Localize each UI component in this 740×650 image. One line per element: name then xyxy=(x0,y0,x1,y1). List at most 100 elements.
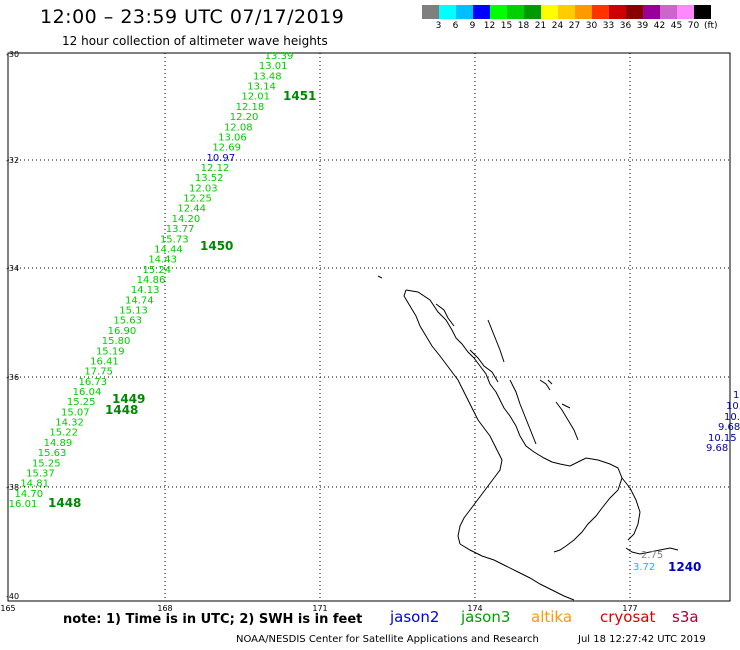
swh-value: 13.39 xyxy=(265,51,294,62)
graticule xyxy=(8,53,730,601)
color-scale-label: 30 xyxy=(585,21,598,31)
swh-value: 14.86 xyxy=(137,275,166,286)
coastline xyxy=(377,275,679,601)
color-swatch xyxy=(677,5,694,19)
pass-label: 1448 xyxy=(48,496,81,510)
color-swatch xyxy=(473,5,490,19)
color-swatch xyxy=(507,5,524,19)
swh-value: 12.25 xyxy=(183,194,212,205)
swh-value: 15.13 xyxy=(119,306,148,317)
swh-value: 14.20 xyxy=(172,214,201,225)
color-scale-label: 27 xyxy=(568,21,581,31)
swh-value-right: 9.68 xyxy=(718,422,740,433)
swh-value: 12.69 xyxy=(212,143,241,154)
swh-value-right: 10 xyxy=(733,390,740,401)
color-scale-label: 3 xyxy=(435,21,442,31)
swh-value-bottom: 3.72 xyxy=(633,562,655,573)
lon-label: 168 xyxy=(157,604,172,613)
lat-label: -34 xyxy=(6,264,19,273)
color-scale-label: 18 xyxy=(517,21,530,31)
swh-value: 15.24 xyxy=(142,265,171,276)
swh-value: 12.18 xyxy=(236,102,265,113)
footer-timestamp: Jul 18 12:27:42 UTC 2019 xyxy=(578,634,706,645)
color-swatch xyxy=(575,5,592,19)
swh-value-bottom: 2.75 xyxy=(641,550,663,561)
page-subtitle: 12 hour collection of altimeter wave hei… xyxy=(62,34,328,48)
sat-jason3: jason3 xyxy=(461,608,511,626)
color-swatch xyxy=(524,5,541,19)
swh-value: 15.22 xyxy=(49,428,78,439)
swh-value: 14.13 xyxy=(131,285,160,296)
color-swatch xyxy=(456,5,473,19)
swh-value: 13.14 xyxy=(247,82,276,93)
axis-labels: 165 168 171 174 177 -30 -32 -34 -36 -38 -40 xyxy=(0,50,637,613)
swh-value: 17.75 xyxy=(84,367,113,378)
lat-label: -40 xyxy=(6,592,19,601)
lat-label: -32 xyxy=(6,156,19,165)
swh-value: 10.97 xyxy=(206,153,235,164)
lat-label: -36 xyxy=(6,373,19,382)
color-scale-label: 12 xyxy=(483,21,496,31)
swh-value: 15.73 xyxy=(160,234,189,245)
swh-value: 16.73 xyxy=(78,377,107,388)
color-scale-label: 24 xyxy=(551,21,564,31)
swh-value: 12.03 xyxy=(189,183,218,194)
swh-value: 14.44 xyxy=(154,244,183,255)
color-swatch xyxy=(490,5,507,19)
pass-label: 1450 xyxy=(200,239,233,253)
swh-value: 12.20 xyxy=(230,112,259,123)
color-scale xyxy=(422,5,711,19)
color-swatch xyxy=(694,5,711,19)
lon-label: 171 xyxy=(312,604,327,613)
swh-value: 16.41 xyxy=(90,356,119,367)
swh-value: 13.77 xyxy=(166,224,195,235)
color-scale-unit: (ft) xyxy=(704,21,718,31)
footer-credit: NOAA/NESDIS Center for Satellite Applica… xyxy=(236,634,539,645)
color-swatch xyxy=(558,5,575,19)
swh-value: 14.81 xyxy=(20,479,49,490)
footer-note: note: 1) Time is in UTC; 2) SWH is in fe… xyxy=(63,612,363,627)
swh-value: 12.44 xyxy=(177,204,206,215)
swh-value: 15.25 xyxy=(32,458,61,469)
lon-label: 165 xyxy=(0,604,15,613)
swh-value: 13.01 xyxy=(259,61,288,72)
pass-label: 1448 xyxy=(105,403,138,417)
color-scale-label: 36 xyxy=(619,21,632,31)
swh-value: 14.70 xyxy=(14,489,43,500)
swh-value: 14.89 xyxy=(44,438,73,449)
swh-value: 15.25 xyxy=(67,397,96,408)
lat-label: -38 xyxy=(6,483,19,492)
swh-value-right: 10.5 xyxy=(726,401,740,412)
swh-value-right: 10.5 xyxy=(724,412,740,423)
sat-cryosat: cryosat xyxy=(600,608,656,626)
swh-value: 16.04 xyxy=(73,387,102,398)
lon-label: 174 xyxy=(467,604,482,613)
color-scale-label: 21 xyxy=(534,21,547,31)
swh-value: 14.74 xyxy=(125,295,154,306)
swh-value: 12.01 xyxy=(241,92,270,103)
swh-value: 15.19 xyxy=(96,346,125,357)
color-scale-label: 70 xyxy=(687,21,700,31)
color-scale-label: 6 xyxy=(452,21,459,31)
color-scale-label: 45 xyxy=(670,21,683,31)
color-scale-label: 9 xyxy=(469,21,476,31)
color-swatch xyxy=(609,5,626,19)
swh-value: 14.32 xyxy=(55,418,84,429)
color-swatch xyxy=(592,5,609,19)
sat-jason2: jason2 xyxy=(390,608,440,626)
lat-label: -30 xyxy=(6,50,19,59)
track-values: 13.3913.0113.4813.1412.0112.1812.2012.08… xyxy=(9,51,740,573)
lon-label: 177 xyxy=(622,604,637,613)
swh-value-right: 10.15 xyxy=(708,433,737,444)
color-swatch xyxy=(626,5,643,19)
color-scale-label: 15 xyxy=(500,21,513,31)
swh-value: 14.43 xyxy=(148,255,177,266)
sat-s3a: s3a xyxy=(672,608,699,626)
swh-value: 13.48 xyxy=(253,71,282,82)
swh-value: 15.07 xyxy=(61,407,90,418)
pass-label: 1449 xyxy=(112,392,145,406)
pass-label: 1451 xyxy=(283,89,316,103)
swh-value: 16.01 xyxy=(9,499,38,510)
